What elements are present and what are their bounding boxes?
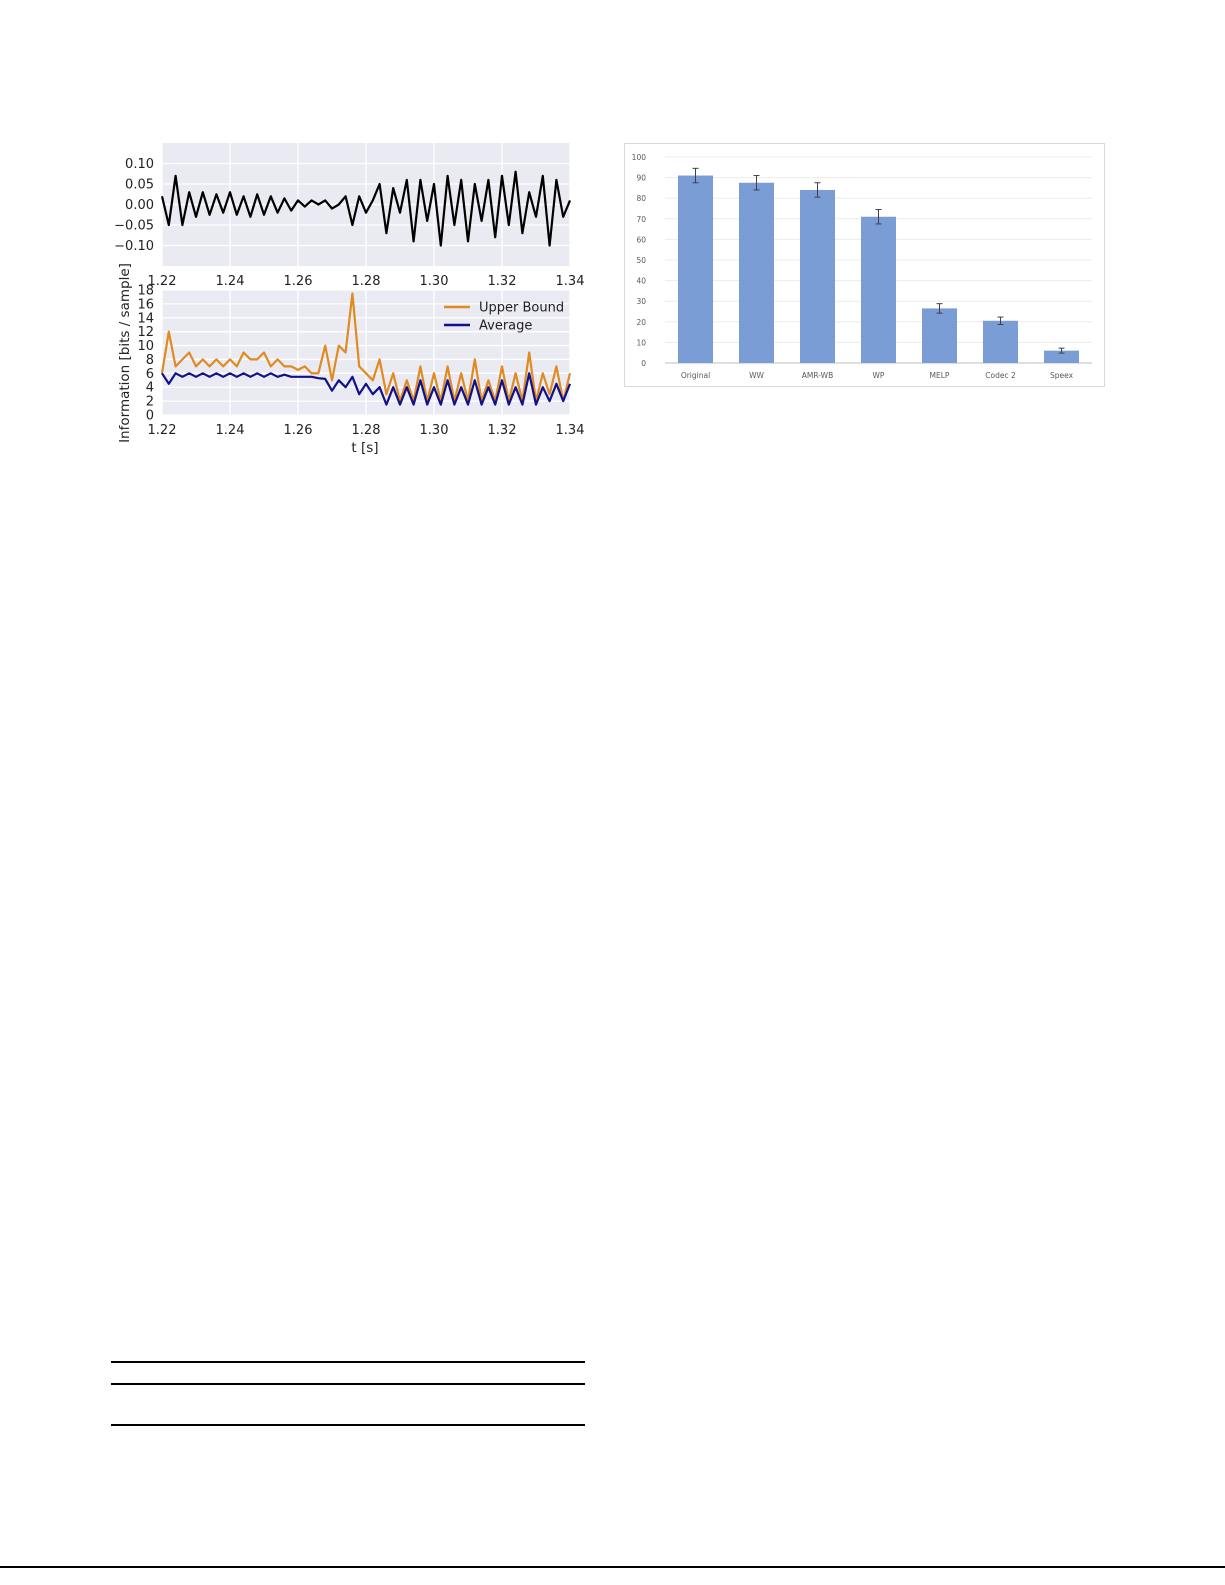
legend-label: Average [479, 319, 532, 334]
waveform-x-tick-label: 1.34 [556, 274, 585, 289]
legend-label: Upper Bound [479, 301, 564, 316]
information-y-tick-label: 18 [137, 284, 154, 299]
information-x-tick-label: 1.22 [148, 423, 177, 438]
information-y-tick-label: 8 [146, 353, 154, 368]
waveform-y-tick-label: 0.10 [125, 157, 154, 172]
x-axis-label: t [s] [351, 440, 378, 456]
waveform-x-tick-label: 1.32 [488, 274, 517, 289]
bar-original [678, 175, 713, 363]
bar-category-label: MELP [930, 371, 950, 380]
waveform-x-tick-label: 1.24 [216, 274, 245, 289]
information-y-tick-label: 4 [146, 381, 154, 396]
information-x-tick-label: 1.34 [556, 423, 585, 438]
bar-category-label: WP [873, 371, 885, 380]
bar-y-tick-label: 90 [636, 174, 646, 183]
bar-y-tick-label: 40 [636, 277, 646, 286]
bar-ww [739, 182, 774, 363]
information-x-tick-label: 1.26 [284, 423, 313, 438]
bar-y-tick-label: 30 [636, 297, 646, 306]
waveform-x-tick-label: 1.22 [148, 274, 177, 289]
information-y-tick-label: 0 [146, 409, 154, 424]
bar-category-label: AMR-WB [802, 371, 833, 380]
table-mid-rule [111, 1383, 585, 1385]
y-axis-label: Information [bits / sample] [117, 263, 133, 443]
information-y-tick-label: 2 [146, 395, 154, 410]
waveform-series-line-signal [160, 170, 572, 247]
waveform-y-tick-label: 0.00 [125, 198, 154, 213]
waveform-y-tick-label: −0.05 [114, 219, 154, 234]
waveform-y-tick-label: 0.05 [125, 178, 154, 193]
information-y-tick-label: 6 [146, 367, 154, 382]
bar-speex [1044, 350, 1079, 363]
page-bottom-rule [0, 1566, 1225, 1568]
waveform-x-tick-label: 1.26 [284, 274, 313, 289]
bar-y-tick-label: 80 [636, 194, 646, 203]
bar-y-tick-label: 60 [636, 235, 646, 244]
bar-amr-wb [800, 189, 835, 363]
table-top-rule [111, 1361, 585, 1363]
information-series-line-average [161, 372, 572, 406]
bar-y-tick-label: 70 [636, 215, 646, 224]
information-y-tick-label: 10 [137, 339, 154, 354]
bar-category-label: Codec 2 [985, 371, 1016, 380]
information-x-tick-label: 1.24 [216, 423, 245, 438]
information-y-tick-label: 14 [137, 311, 154, 326]
waveform-x-tick-label: 1.28 [352, 274, 381, 289]
waveform-x-tick-label: 1.30 [420, 274, 449, 289]
information-x-tick-label: 1.32 [488, 423, 517, 438]
bar-melp [922, 308, 957, 363]
bar-codec-2 [983, 320, 1018, 363]
waveform-y-tick-label: −0.10 [114, 239, 154, 254]
bar-y-tick-label: 20 [636, 318, 646, 327]
information-y-tick-label: 12 [137, 325, 154, 340]
bar-category-label: Original [681, 371, 710, 380]
information-x-tick-label: 1.28 [352, 423, 381, 438]
bar-category-label: Speex [1050, 371, 1074, 380]
bar-y-tick-label: 0 [641, 359, 646, 368]
bar-y-tick-label: 100 [632, 153, 647, 162]
bar-wp [861, 216, 896, 363]
information-y-tick-label: 16 [137, 297, 154, 312]
information-x-tick-label: 1.30 [420, 423, 449, 438]
bar-y-tick-label: 10 [636, 338, 646, 347]
bar-category-label: WW [749, 371, 764, 380]
bar-y-tick-label: 50 [636, 256, 646, 265]
information-series-line-upper-bound [160, 292, 572, 403]
table-bottom-rule [111, 1424, 585, 1426]
